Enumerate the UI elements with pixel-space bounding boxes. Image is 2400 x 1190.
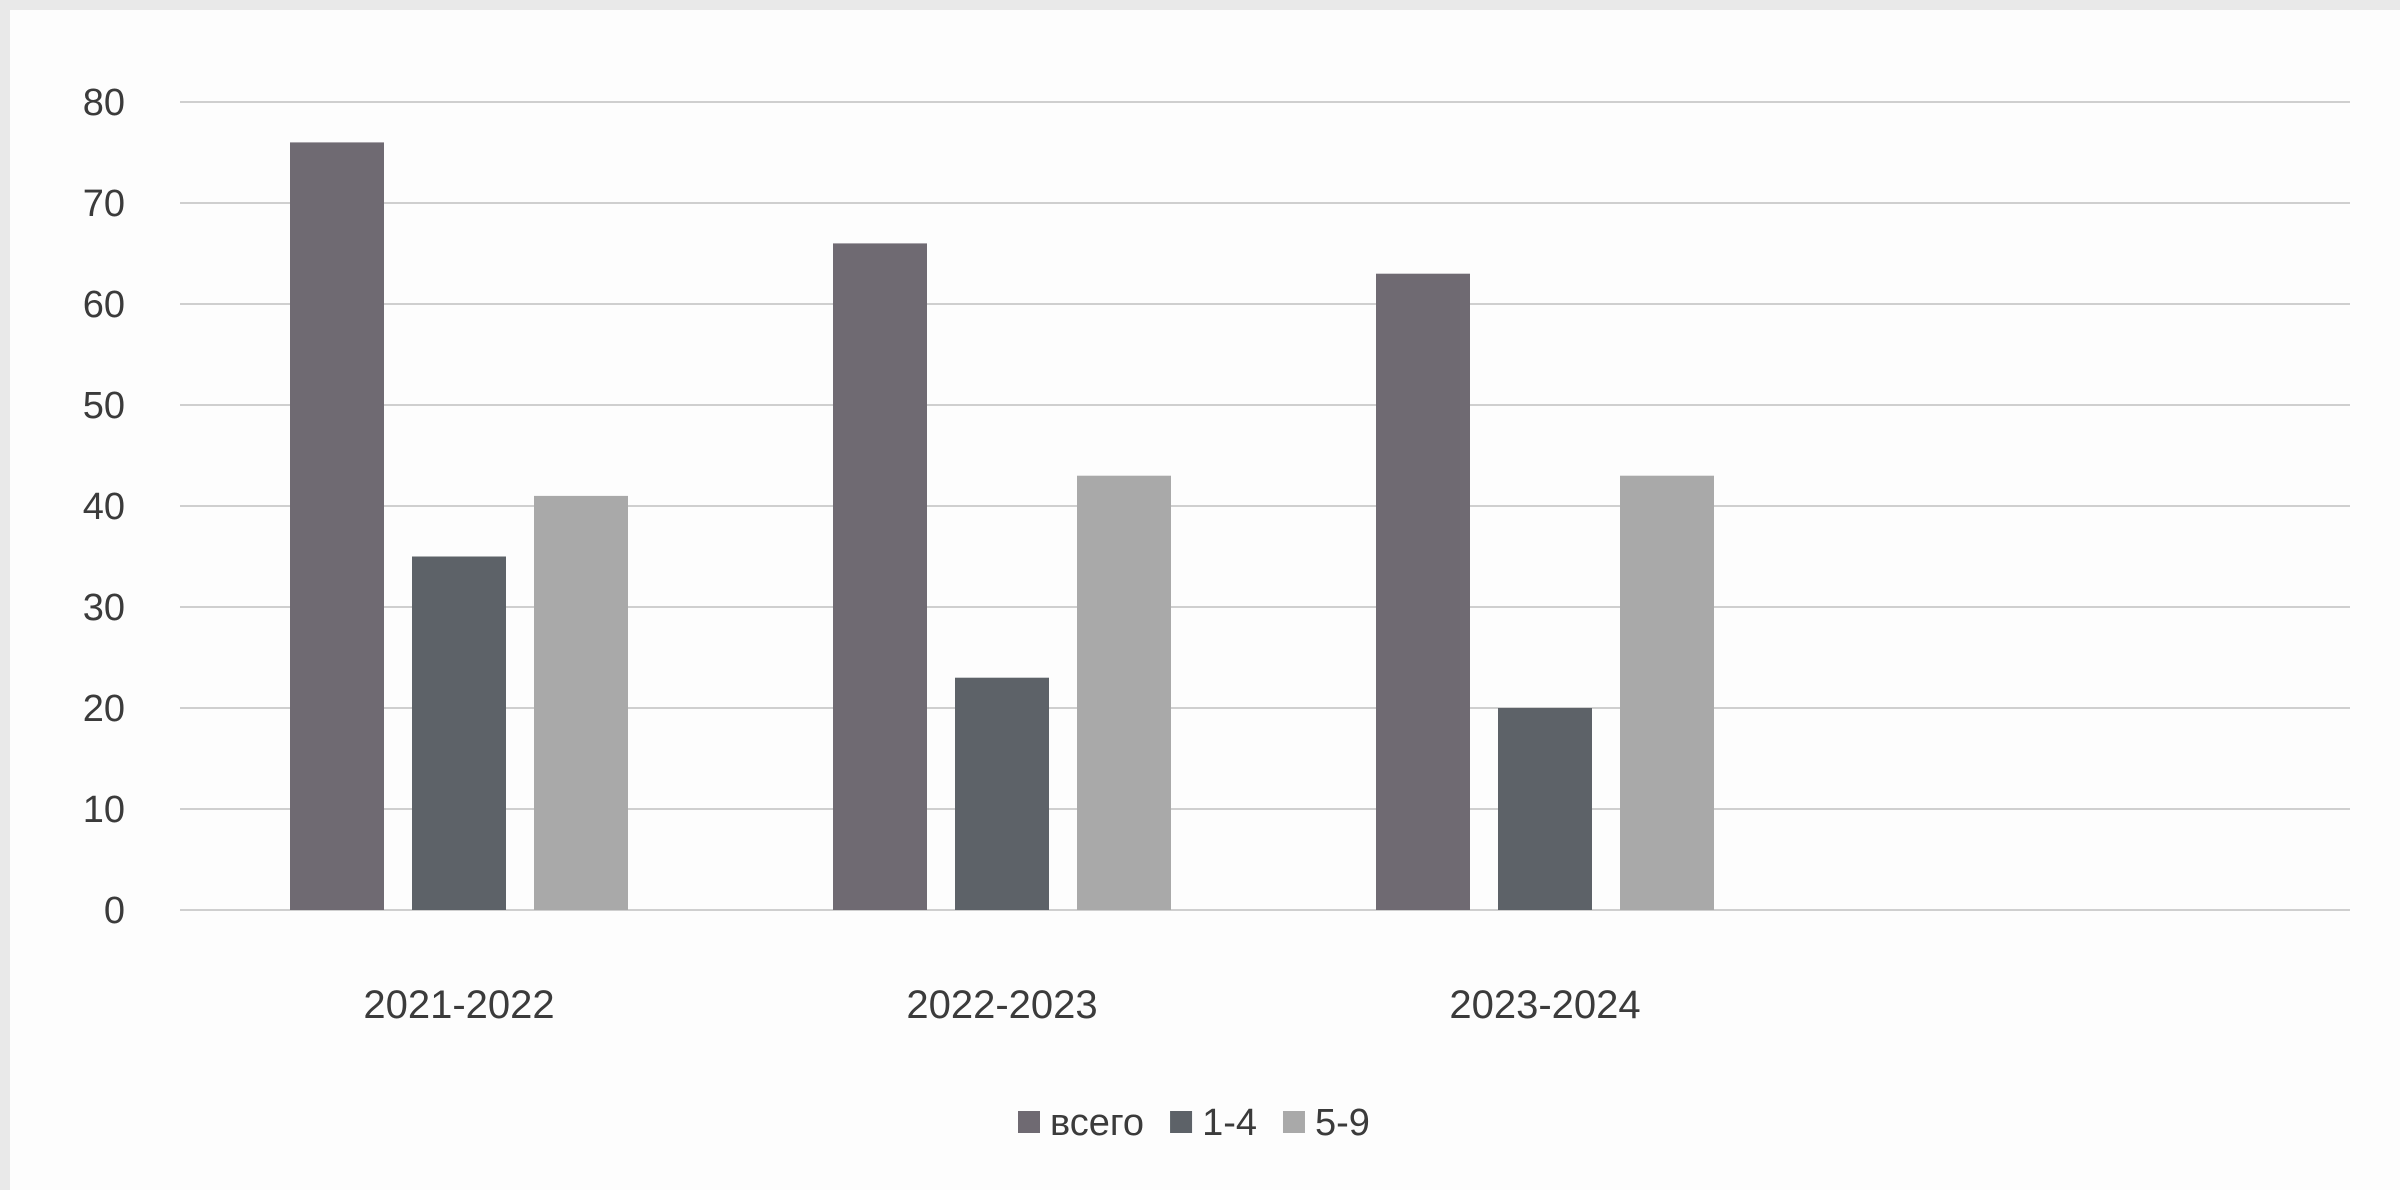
y-tick-label: 70 (83, 183, 125, 225)
bar-1-4-2023-2024 (1498, 708, 1592, 910)
y-tick-label: 0 (104, 890, 125, 932)
bar-1-4-2022-2023 (955, 677, 1049, 910)
y-tick-label: 80 (83, 82, 125, 124)
bar-1-4-2021-2022 (412, 556, 506, 910)
y-tick-label: 40 (83, 486, 125, 528)
y-tick-label: 50 (83, 385, 125, 427)
bar-5-9-2023-2024 (1620, 475, 1714, 910)
bar-всего-2021-2022 (290, 142, 384, 910)
legend-swatch (1170, 1111, 1193, 1133)
y-tick-label: 30 (83, 587, 125, 629)
bars (290, 142, 1714, 910)
y-tick-label: 10 (83, 789, 125, 831)
bar-5-9-2022-2023 (1077, 475, 1171, 910)
bar-всего-2023-2024 (1376, 273, 1470, 910)
legend-label: всего (1050, 1102, 1144, 1144)
x-axis-category-labels: 2021-2022 2022-2023 2023-2024 (363, 983, 1640, 1027)
bar-всего-2022-2023 (833, 243, 927, 910)
chart-page: 0 10 20 30 40 50 60 70 80 2021-2022 2022-2023 2023… (10, 10, 2400, 1190)
bar-chart: 0 10 20 30 40 50 60 70 80 2021-2022 2022-2023 2023… (83, 82, 2350, 1144)
x-category-label: 2021-2022 (363, 983, 554, 1027)
x-category-label: 2022-2023 (906, 983, 1097, 1027)
legend-label: 1-4 (1202, 1102, 1257, 1144)
y-axis-tick-labels: 0 10 20 30 40 50 60 70 80 (83, 82, 125, 932)
legend-label: 5-9 (1315, 1102, 1370, 1144)
bar-5-9-2021-2022 (534, 495, 628, 910)
legend: всего 1-4 5-9 (1018, 1102, 1370, 1144)
y-tick-label: 60 (83, 284, 125, 326)
y-tick-label: 20 (83, 688, 125, 730)
x-category-label: 2023-2024 (1449, 983, 1640, 1027)
legend-swatch (1018, 1111, 1040, 1133)
legend-swatch (1282, 1111, 1305, 1133)
